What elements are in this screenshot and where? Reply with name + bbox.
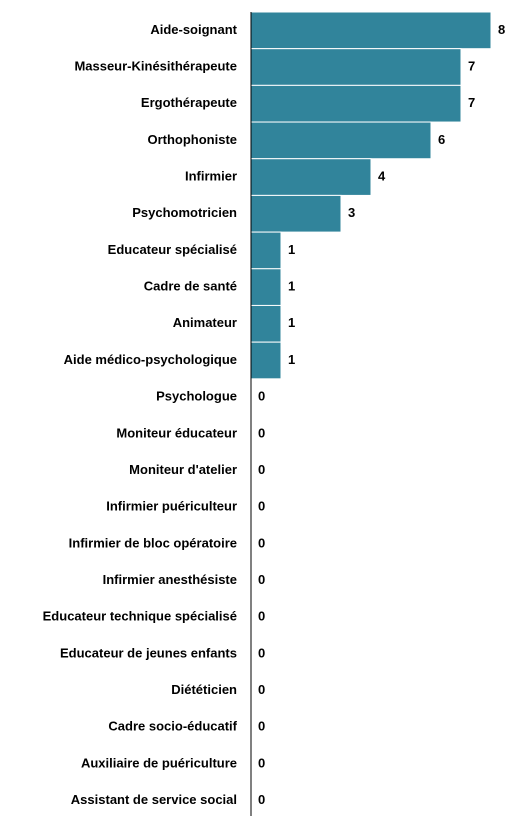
category-label: Cadre de santé bbox=[144, 279, 237, 294]
category-label: Assistant de service social bbox=[71, 792, 237, 807]
category-label: Aide médico-psychologique bbox=[64, 352, 237, 367]
bar bbox=[250, 84, 462, 123]
value-label: 0 bbox=[258, 389, 265, 404]
category-label: Psychologue bbox=[156, 389, 237, 404]
category-label: Infirmier puériculteur bbox=[106, 499, 237, 514]
bar bbox=[250, 158, 372, 196]
category-label: Moniteur éducateur bbox=[116, 425, 237, 440]
category-label: Masseur-Kinésithérapeute bbox=[74, 58, 237, 73]
category-label: Moniteur d'atelier bbox=[129, 462, 237, 477]
category-label: Educateur technique spécialisé bbox=[43, 609, 237, 624]
value-label: 0 bbox=[258, 682, 265, 697]
category-label: Auxiliaire de puériculture bbox=[81, 755, 237, 770]
value-label: 0 bbox=[258, 792, 265, 807]
value-label: 1 bbox=[288, 242, 295, 257]
bar bbox=[250, 268, 282, 306]
bar bbox=[250, 11, 492, 50]
value-label: 0 bbox=[258, 719, 265, 734]
category-label: Diététicien bbox=[171, 682, 237, 697]
category-label: Psychomotricien bbox=[132, 205, 237, 220]
value-label: 0 bbox=[258, 645, 265, 660]
value-label: 0 bbox=[258, 755, 265, 770]
value-label: 1 bbox=[288, 279, 295, 294]
value-label: 8 bbox=[498, 22, 505, 37]
category-label: Orthophoniste bbox=[147, 132, 237, 147]
category-label: Aide-soignant bbox=[150, 22, 237, 37]
bar bbox=[250, 341, 282, 380]
value-label: 0 bbox=[258, 609, 265, 624]
value-label: 3 bbox=[348, 205, 355, 220]
category-label: Infirmier de bloc opératoire bbox=[69, 535, 237, 550]
value-label: 0 bbox=[258, 499, 265, 514]
bar bbox=[250, 48, 462, 86]
bar bbox=[250, 304, 282, 343]
value-label: 1 bbox=[288, 352, 295, 367]
category-label: Ergothérapeute bbox=[141, 95, 237, 110]
value-label: 0 bbox=[258, 425, 265, 440]
category-label: Educateur spécialisé bbox=[108, 242, 237, 257]
value-label: 7 bbox=[468, 95, 475, 110]
value-label: 1 bbox=[288, 315, 295, 330]
category-label: Animateur bbox=[173, 315, 237, 330]
value-label: 0 bbox=[258, 462, 265, 477]
bar bbox=[250, 231, 282, 270]
category-label: Cadre socio-éducatif bbox=[108, 719, 237, 734]
value-label: 7 bbox=[468, 58, 475, 73]
category-label: Infirmier bbox=[185, 169, 237, 184]
category-label: Infirmier anesthésiste bbox=[103, 572, 237, 587]
bar bbox=[250, 121, 432, 160]
bar bbox=[250, 194, 342, 233]
value-label: 4 bbox=[378, 169, 386, 184]
value-label: 0 bbox=[258, 572, 265, 587]
value-label: 6 bbox=[438, 132, 445, 147]
value-label: 0 bbox=[258, 535, 265, 550]
category-label: Educateur de jeunes enfants bbox=[60, 645, 237, 660]
